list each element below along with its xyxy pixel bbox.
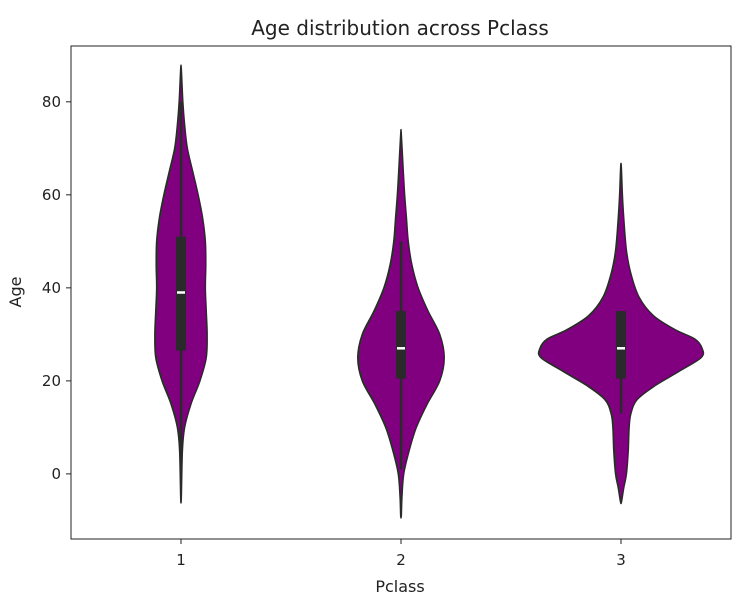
y-tick-label: 0 xyxy=(51,465,61,483)
y-tick-label: 60 xyxy=(42,186,61,204)
y-tick-label: 20 xyxy=(42,372,61,390)
y-axis: 0 20 40 60 80 xyxy=(42,93,71,483)
x-axis-label: Pclass xyxy=(375,577,424,596)
x-axis: 1 2 3 xyxy=(176,539,626,569)
x-tick-label: 1 xyxy=(176,551,186,569)
violin-group xyxy=(154,64,705,519)
y-tick-label: 40 xyxy=(42,279,61,297)
x-tick-label: 2 xyxy=(396,551,406,569)
chart-title: Age distribution across Pclass xyxy=(251,16,549,40)
y-axis-label: Age xyxy=(6,277,25,308)
y-tick-label: 80 xyxy=(42,93,61,111)
x-tick-label: 3 xyxy=(616,551,626,569)
violin-iqr-box-2 xyxy=(396,311,406,379)
violin-iqr-box-3 xyxy=(616,311,626,379)
